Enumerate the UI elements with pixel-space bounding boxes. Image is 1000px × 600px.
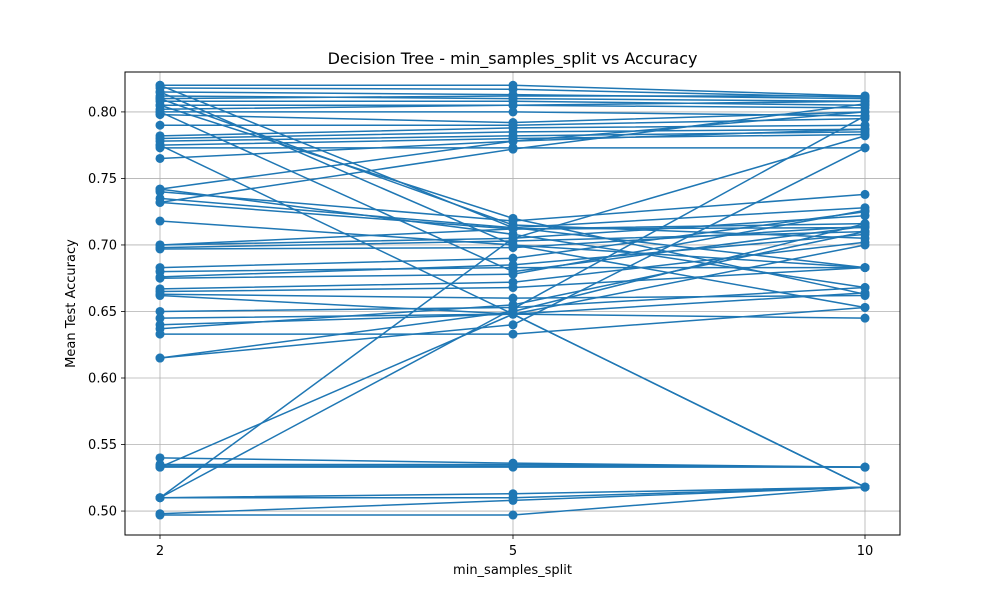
data-point [155, 313, 165, 323]
data-point [508, 269, 518, 279]
data-point [860, 313, 870, 323]
data-point [860, 99, 870, 109]
data-point [155, 153, 165, 163]
data-point [155, 462, 165, 472]
x-tick-label: 10 [857, 544, 874, 559]
data-point [860, 143, 870, 153]
data-point [155, 453, 165, 463]
y-tick-label: 0.55 [88, 438, 117, 453]
data-point [155, 94, 165, 104]
data-point [860, 227, 870, 237]
data-point [155, 273, 165, 283]
x-axis-label: min_samples_split [453, 563, 572, 578]
data-point [508, 224, 518, 234]
data-point [155, 510, 165, 520]
data-point [860, 240, 870, 250]
data-point [508, 136, 518, 146]
data-point [508, 510, 518, 520]
series-38 [155, 205, 870, 283]
y-tick-label: 0.70 [88, 238, 117, 253]
data-point [508, 283, 518, 293]
data-point [508, 216, 518, 226]
data-point [860, 111, 870, 121]
data-point [155, 216, 165, 226]
data-point [155, 329, 165, 339]
data-point [155, 100, 165, 110]
data-point [508, 495, 518, 505]
data-point [860, 482, 870, 492]
series-group [155, 80, 870, 520]
data-point [508, 489, 518, 499]
ticks: 2 5 10 0.50 0.55 0.60 0.65 0.70 0.75 0.80 [88, 105, 873, 559]
data-point [155, 291, 165, 301]
y-tick-label: 0.80 [88, 105, 117, 120]
data-point [508, 144, 518, 154]
data-point [860, 263, 870, 273]
y-tick-label: 0.60 [88, 372, 117, 387]
data-point [508, 243, 518, 253]
data-point [508, 309, 518, 319]
data-point [155, 140, 165, 150]
data-point [155, 87, 165, 97]
data-point [860, 219, 870, 229]
y-tick-label: 0.75 [88, 172, 117, 187]
data-point [860, 288, 870, 298]
data-point [508, 107, 518, 117]
data-point [155, 120, 165, 130]
data-point [860, 302, 870, 312]
data-point [155, 306, 165, 316]
data-point [155, 197, 165, 207]
data-point [155, 80, 165, 90]
chart-title: Decision Tree - min_samples_split vs Acc… [328, 49, 698, 69]
y-tick-label: 0.65 [88, 305, 117, 320]
x-tick-label: 2 [156, 544, 164, 559]
data-point [508, 329, 518, 339]
data-point [860, 189, 870, 199]
data-point [155, 353, 165, 363]
data-point [508, 233, 518, 243]
data-point [860, 462, 870, 472]
data-point [860, 131, 870, 141]
data-point [508, 293, 518, 303]
series-60 [155, 309, 870, 492]
data-point [155, 493, 165, 503]
data-point [508, 100, 518, 110]
data-point [508, 253, 518, 263]
data-point [860, 124, 870, 134]
data-point [155, 244, 165, 254]
data-point [508, 320, 518, 330]
x-tick-label: 5 [509, 544, 517, 559]
data-point [155, 184, 165, 194]
series-29 [155, 99, 870, 207]
data-point [155, 107, 165, 117]
series-59 [155, 131, 870, 503]
data-point [508, 260, 518, 270]
plot-frame [124, 71, 901, 536]
data-point [860, 205, 870, 215]
y-axis-label: Mean Test Accuracy [64, 239, 79, 368]
data-point [508, 462, 518, 472]
y-tick-label: 0.50 [88, 505, 117, 520]
series-47 [155, 302, 870, 339]
